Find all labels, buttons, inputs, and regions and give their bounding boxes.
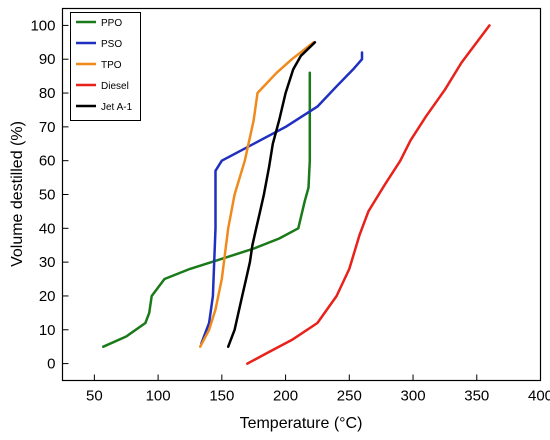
y-tick-label: 70 — [39, 119, 56, 136]
legend-label-diesel: Diesel — [101, 81, 129, 92]
y-tick-label: 0 — [47, 356, 55, 373]
legend: PPO PSO TPO Diesel Jet A-1 — [70, 12, 141, 121]
series-line-jet-a-1 — [226, 41, 317, 348]
x-axis-title: Temperature (°C) — [240, 415, 363, 432]
series-line-tpo — [198, 41, 315, 348]
x-tick-label: 100 — [146, 388, 171, 405]
y-tick-label: 10 — [39, 322, 56, 339]
y-tick-label: 30 — [39, 254, 56, 271]
x-tick-label: 50 — [86, 388, 103, 405]
y-axis-title: Volume destilled (%) — [9, 121, 26, 267]
series-line-ppo — [102, 71, 312, 348]
y-tick-label: 60 — [39, 153, 56, 170]
series-line-pso — [200, 51, 364, 345]
legend-label-pso: PSO — [101, 39, 122, 50]
y-tick-label: 90 — [39, 51, 56, 68]
x-tick-label: 300 — [401, 388, 426, 405]
y-tick-label: 20 — [39, 288, 56, 305]
x-tick-label: 200 — [273, 388, 298, 405]
y-tick-label: 80 — [39, 85, 56, 102]
legend-label-jet-a-1: Jet A-1 — [101, 102, 133, 113]
x-tick-label: 400 — [528, 388, 550, 405]
x-tick-label: 250 — [337, 388, 362, 405]
series-layer — [102, 24, 491, 365]
y-tick-label: 50 — [39, 187, 56, 204]
y-tick-label: 100 — [30, 17, 55, 34]
x-tick-label: 150 — [209, 388, 234, 405]
legend-box — [70, 12, 141, 121]
legend-label-ppo: PPO — [101, 18, 122, 29]
x-tick-label: 350 — [464, 388, 489, 405]
series-line-diesel — [246, 24, 491, 365]
axis-ticks: 50 100 150 200 250 300 350 400 0 10 20 30 40 50 60 70 80… — [30, 17, 550, 404]
y-tick-label: 40 — [39, 220, 56, 237]
legend-label-tpo: TPO — [101, 60, 122, 71]
